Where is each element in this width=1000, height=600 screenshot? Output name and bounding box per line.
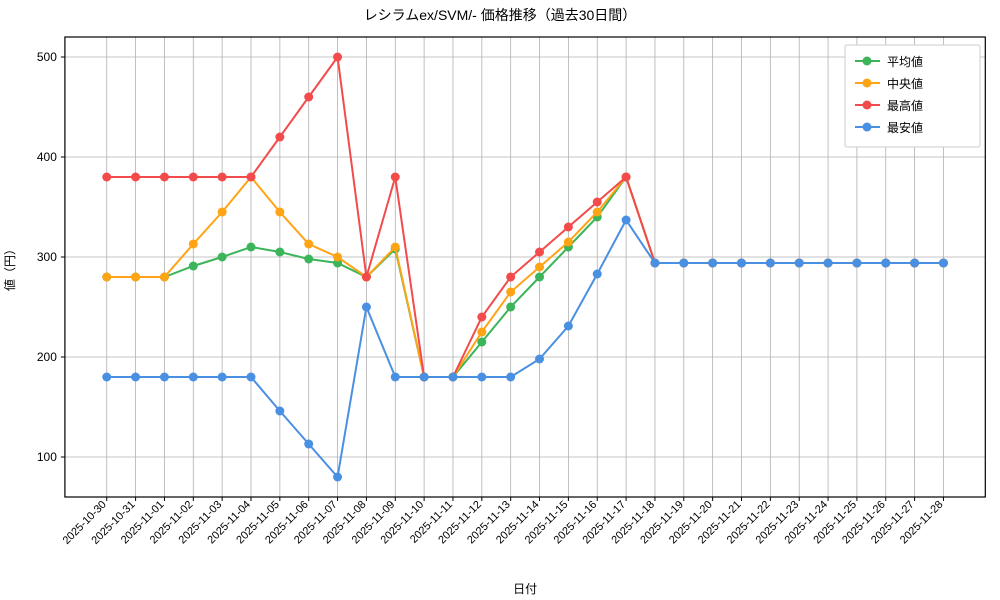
svg-text:最高値: 最高値 bbox=[887, 98, 923, 113]
svg-text:値（円）: 値（円） bbox=[2, 243, 17, 291]
svg-text:300: 300 bbox=[37, 250, 57, 264]
svg-text:500: 500 bbox=[37, 50, 57, 64]
svg-text:400: 400 bbox=[37, 150, 57, 164]
svg-text:最安値: 最安値 bbox=[887, 120, 923, 135]
svg-text:レシラムex/SVM/- 価格推移（過去30日間）: レシラムex/SVM/- 価格推移（過去30日間） bbox=[364, 7, 637, 23]
svg-text:100: 100 bbox=[37, 450, 57, 464]
svg-text:日付: 日付 bbox=[513, 582, 537, 596]
svg-text:200: 200 bbox=[37, 350, 57, 364]
svg-text:中央値: 中央値 bbox=[887, 76, 923, 91]
svg-text:平均値: 平均値 bbox=[887, 54, 923, 69]
